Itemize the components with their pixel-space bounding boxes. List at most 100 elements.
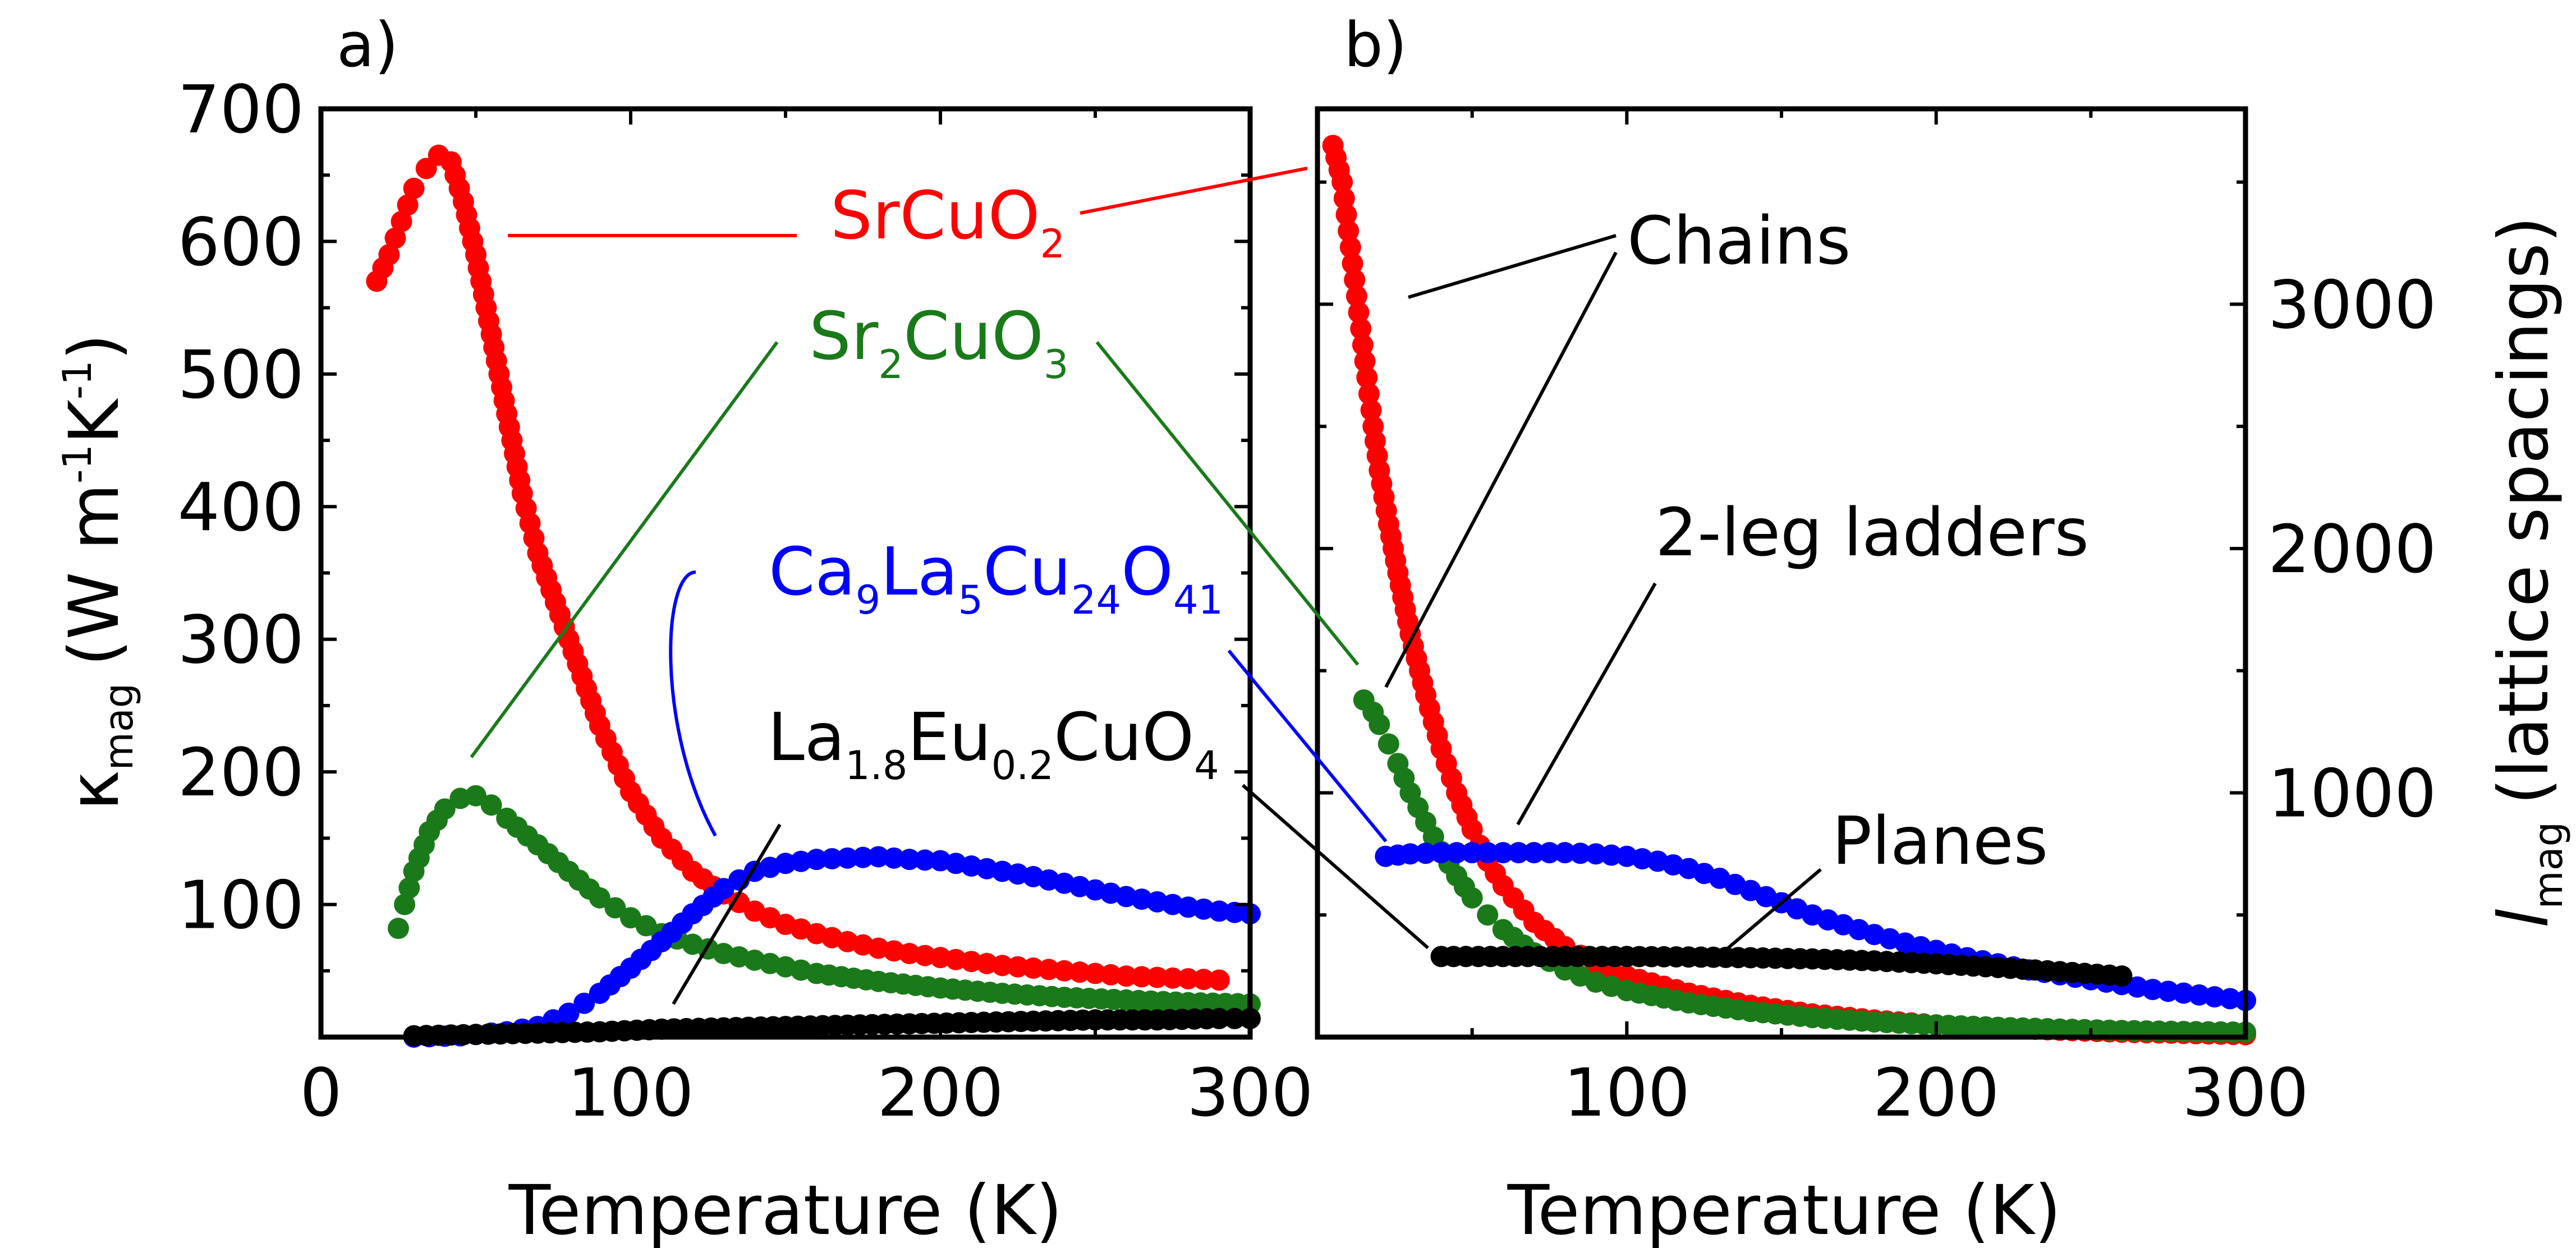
data-point (1224, 901, 1246, 923)
data-point (1354, 351, 1376, 372)
plane-leader-b (1242, 784, 1429, 950)
data-point (1461, 818, 1483, 840)
data-point (1492, 842, 1514, 864)
ladder-part-2: La (880, 533, 958, 610)
panel-a-kappa-mag: 0 100 200 300 100 200 300 400 500 600 700 a) Tempe… (54, 9, 1314, 1248)
data-point (1100, 964, 1122, 985)
series-la18eu02cuo4-0 (403, 1007, 1261, 1047)
data-point (1177, 968, 1199, 989)
data-point (604, 897, 626, 919)
l-subscript: mag (2526, 822, 2572, 909)
data-point (1193, 898, 1215, 920)
data-point (2173, 982, 2194, 1004)
data-point (1461, 887, 1483, 909)
ladder-part-7: 41 (1173, 577, 1223, 623)
data-point (1338, 220, 1360, 242)
data-point (1399, 843, 1421, 865)
data-point (378, 244, 400, 266)
data-point (1208, 1007, 1230, 1029)
data-point (806, 849, 828, 871)
data-point (573, 992, 595, 1014)
sr2cuo3-part-0: Sr (809, 297, 879, 375)
x-tick-label: 300 (2182, 1054, 2308, 1131)
data-point (1350, 317, 1372, 339)
ladder-part-6: O (1121, 533, 1173, 610)
l-units: (lattice spacings) (2484, 217, 2564, 805)
y-tick-label: 100 (178, 867, 304, 944)
data-point (2188, 984, 2210, 1006)
data-point (1477, 842, 1499, 864)
data-point (837, 847, 858, 869)
ladders-leader (1516, 582, 1657, 826)
kappa-units-mid: K (54, 398, 134, 444)
series-la18eu02cuo4-1 (1430, 946, 2133, 987)
y-tick-label: 3000 (2268, 266, 2436, 343)
ladder-part-1: 9 (856, 577, 881, 623)
data-point (1358, 383, 1380, 405)
srcuo2-leader-b (1080, 167, 1308, 215)
data-point (1177, 896, 1199, 918)
ladder-part-5: 24 (1071, 577, 1121, 623)
data-point (1115, 965, 1137, 987)
data-point (391, 210, 412, 232)
y-tick-label: 700 (178, 71, 304, 148)
data-point (775, 853, 796, 874)
data-point (852, 846, 874, 868)
kappa-units-suffix: ) (54, 334, 134, 361)
data-point (728, 892, 750, 914)
panel-b-ticks: 100 200 300 1000 2000 3000 (1317, 109, 2436, 1131)
ca9la5cu24o41-annotation: Ca9La5Cu24O41 (769, 533, 1223, 623)
plane-leader-a (672, 823, 782, 1005)
data-point (1208, 900, 1230, 922)
data-point (976, 952, 998, 974)
data-point (1053, 960, 1075, 982)
kappa-symbol: κ (54, 770, 134, 810)
y-tick-label: 400 (178, 468, 304, 546)
panel-a-ticks: 0 100 200 300 100 200 300 400 500 600 700 (178, 71, 1314, 1131)
x-tick-label: 0 (300, 1054, 342, 1131)
l-symbol: l (2484, 909, 2564, 928)
data-point (1360, 399, 1382, 421)
plane-part-1: 1.8 (845, 743, 907, 789)
data-point (403, 177, 425, 199)
panel-b-marks (1322, 135, 2256, 1046)
y-tick-label: 600 (178, 203, 304, 280)
data-point (914, 945, 936, 966)
y-tick-label: 2000 (2268, 510, 2436, 588)
ladder-part-3: 5 (958, 577, 983, 623)
data-point (394, 894, 416, 915)
chains-annotation: Chains (1627, 202, 1851, 279)
data-point (388, 918, 409, 940)
data-point (2203, 986, 2225, 1008)
data-point (790, 850, 812, 872)
data-point (384, 227, 406, 249)
data-point (1146, 966, 1168, 988)
srcuo2-annotation: SrCuO2 (830, 177, 1065, 267)
data-point (1162, 967, 1183, 989)
data-point (1377, 733, 1399, 755)
data-point (1333, 187, 1355, 209)
data-point (1585, 843, 1607, 865)
data-point (1193, 969, 1215, 991)
data-point (961, 951, 982, 973)
data-point (1344, 269, 1366, 291)
plane-part-5: 4 (1194, 743, 1219, 789)
sr2cuo3-leader-a (470, 341, 779, 758)
data-point (1554, 842, 1576, 864)
data-point (1356, 367, 1378, 389)
data-point (1069, 961, 1091, 983)
kappa-units-exp1: -1 (54, 444, 100, 483)
data-point (1523, 842, 1545, 864)
y-tick-label: 500 (178, 336, 304, 413)
kappa-units-prefix: (W m (54, 483, 134, 666)
data-point (398, 877, 420, 899)
data-point (1461, 842, 1483, 864)
data-point (1085, 963, 1106, 984)
data-point (1224, 1007, 1246, 1029)
kappa-subscript: mag (96, 683, 142, 771)
planes-leader (1727, 868, 1822, 950)
data-point (1352, 334, 1374, 356)
data-point (1569, 842, 1591, 864)
data-point (1331, 171, 1353, 193)
